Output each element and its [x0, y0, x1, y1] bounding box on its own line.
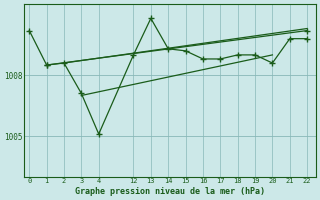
X-axis label: Graphe pression niveau de la mer (hPa): Graphe pression niveau de la mer (hPa) [75, 187, 265, 196]
